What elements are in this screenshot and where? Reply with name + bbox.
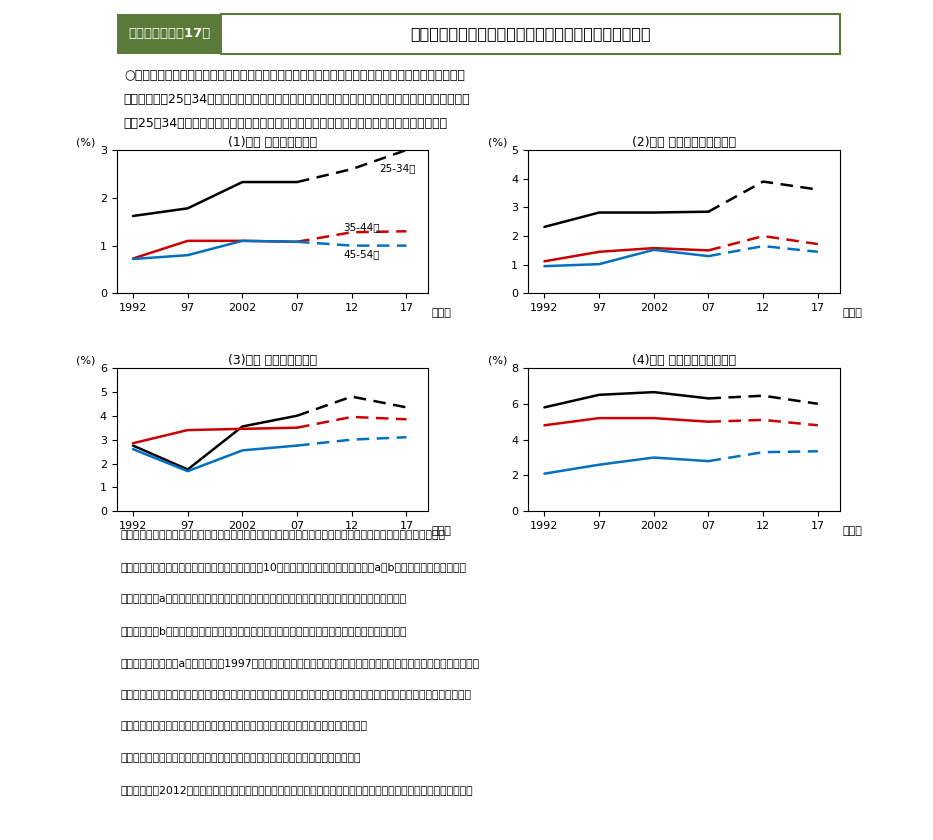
- Text: (%): (%): [488, 355, 507, 365]
- Text: 45-54歳: 45-54歳: [343, 249, 380, 260]
- Text: 者を区別することができない。ここでは、各年で共通の定義を用いることを優先し、当該調査年中に前職を: 者を区別することができない。ここでは、各年で共通の定義を用いることを優先し、当該…: [120, 690, 471, 700]
- Text: ○　男女別・学歴別・年齢階級別に、職種間移動をした者の割合の推移をみると、男性では大学・大: ○ 男女別・学歴別・年齢階級別に、職種間移動をした者の割合の推移をみると、男性で…: [124, 70, 465, 82]
- Text: 資料出所　総務省統計局「就業構造基本調査」の個票をもとに厚生労働省政策統括官付政策統括室にて独自集計: 資料出所 総務省統計局「就業構造基本調査」の個票をもとに厚生労働省政策統括官付政…: [120, 530, 445, 540]
- Title: (4)女性 大学･大学院卒以外: (4)女性 大学･大学院卒以外: [632, 354, 736, 367]
- Text: b）１年前は無業であり、かつ現在の職種と１年より前の勤め先の職種が異なる者。: b）１年前は無業であり、かつ現在の職種と１年より前の勤め先の職種が異なる者。: [120, 626, 407, 636]
- Bar: [117, 14, 221, 54]
- Text: a）１年前とは異なる勤め先に転職し、かつ現在の職種と１年前の職種が異なる者。: a）１年前とは異なる勤め先に転職し、かつ現在の職種と１年前の職種が異なる者。: [120, 594, 407, 604]
- Title: (1)男性 大学･大学院卒: (1)男性 大学･大学院卒: [228, 136, 317, 149]
- Text: （年）: （年）: [842, 307, 863, 318]
- Text: 離職した場合に、１年前とは異なる勤め先に転職した場合とみなした。: 離職した場合に、１年前とは異なる勤め先に転職した場合とみなした。: [120, 722, 368, 732]
- Title: (2)男性 大学･大学院卒以外: (2)男性 大学･大学院卒以外: [632, 136, 736, 149]
- Text: (%): (%): [488, 137, 507, 147]
- Text: 第２－（２）－17図: 第２－（２）－17図: [128, 27, 210, 39]
- Text: （年）: （年）: [842, 526, 863, 536]
- Text: （注）　１）職種間移動者は調査時点（各年の10月時点）の雇用者のうち、以下のa、bの合計として集計した。: （注） １）職種間移動者は調査時点（各年の10月時点）の雇用者のうち、以下のa、…: [120, 562, 466, 572]
- Text: 学院卒の「25〜34歳」で職種間移動者割合の高まりが目立つ。一方、女性では大学・大学院卒で: 学院卒の「25〜34歳」で職種間移動者割合の高まりが目立つ。一方、女性では大学・…: [124, 93, 470, 106]
- Text: 25-34歳: 25-34歳: [379, 163, 415, 173]
- Text: 35-44歳: 35-44歳: [343, 223, 380, 233]
- Text: ２）１）のa）について、1997年以前は前職の離職月を尋ねておらず、厳密に過去１年以内に前職を離職した: ２）１）のa）について、1997年以前は前職の離職月を尋ねておらず、厳密に過去１…: [120, 658, 480, 668]
- Text: (%): (%): [77, 137, 95, 147]
- Text: （年）: （年）: [431, 307, 452, 318]
- Text: ４）2012年調査において職業分類が改訂されているため、それ以前との比較はできないことに留意が必要。: ４）2012年調査において職業分類が改訂されているため、それ以前との比較はできな…: [120, 785, 473, 795]
- Title: (3)女性 大学･大学院卒: (3)女性 大学･大学院卒: [228, 354, 317, 367]
- Text: (%): (%): [77, 355, 95, 365]
- Text: 「25〜34歳」も含め、幅広い年齢層で職種間移動者割合が高まっている傾向がみられる。: 「25〜34歳」も含め、幅広い年齢層で職種間移動者割合が高まっている傾向がみられ…: [124, 117, 448, 130]
- Bar: [221, 14, 840, 54]
- Text: （年）: （年）: [431, 526, 452, 536]
- Text: 男女別・学歴別・年齢階級別の職種間移動者割合の推移: 男女別・学歴別・年齢階級別の職種間移動者割合の推移: [411, 26, 651, 41]
- Text: ３）大学・大学院卒以外は中学、高校、高専、短大、専修学校等を含む。: ３）大学・大学院卒以外は中学、高校、高専、短大、専修学校等を含む。: [120, 753, 361, 764]
